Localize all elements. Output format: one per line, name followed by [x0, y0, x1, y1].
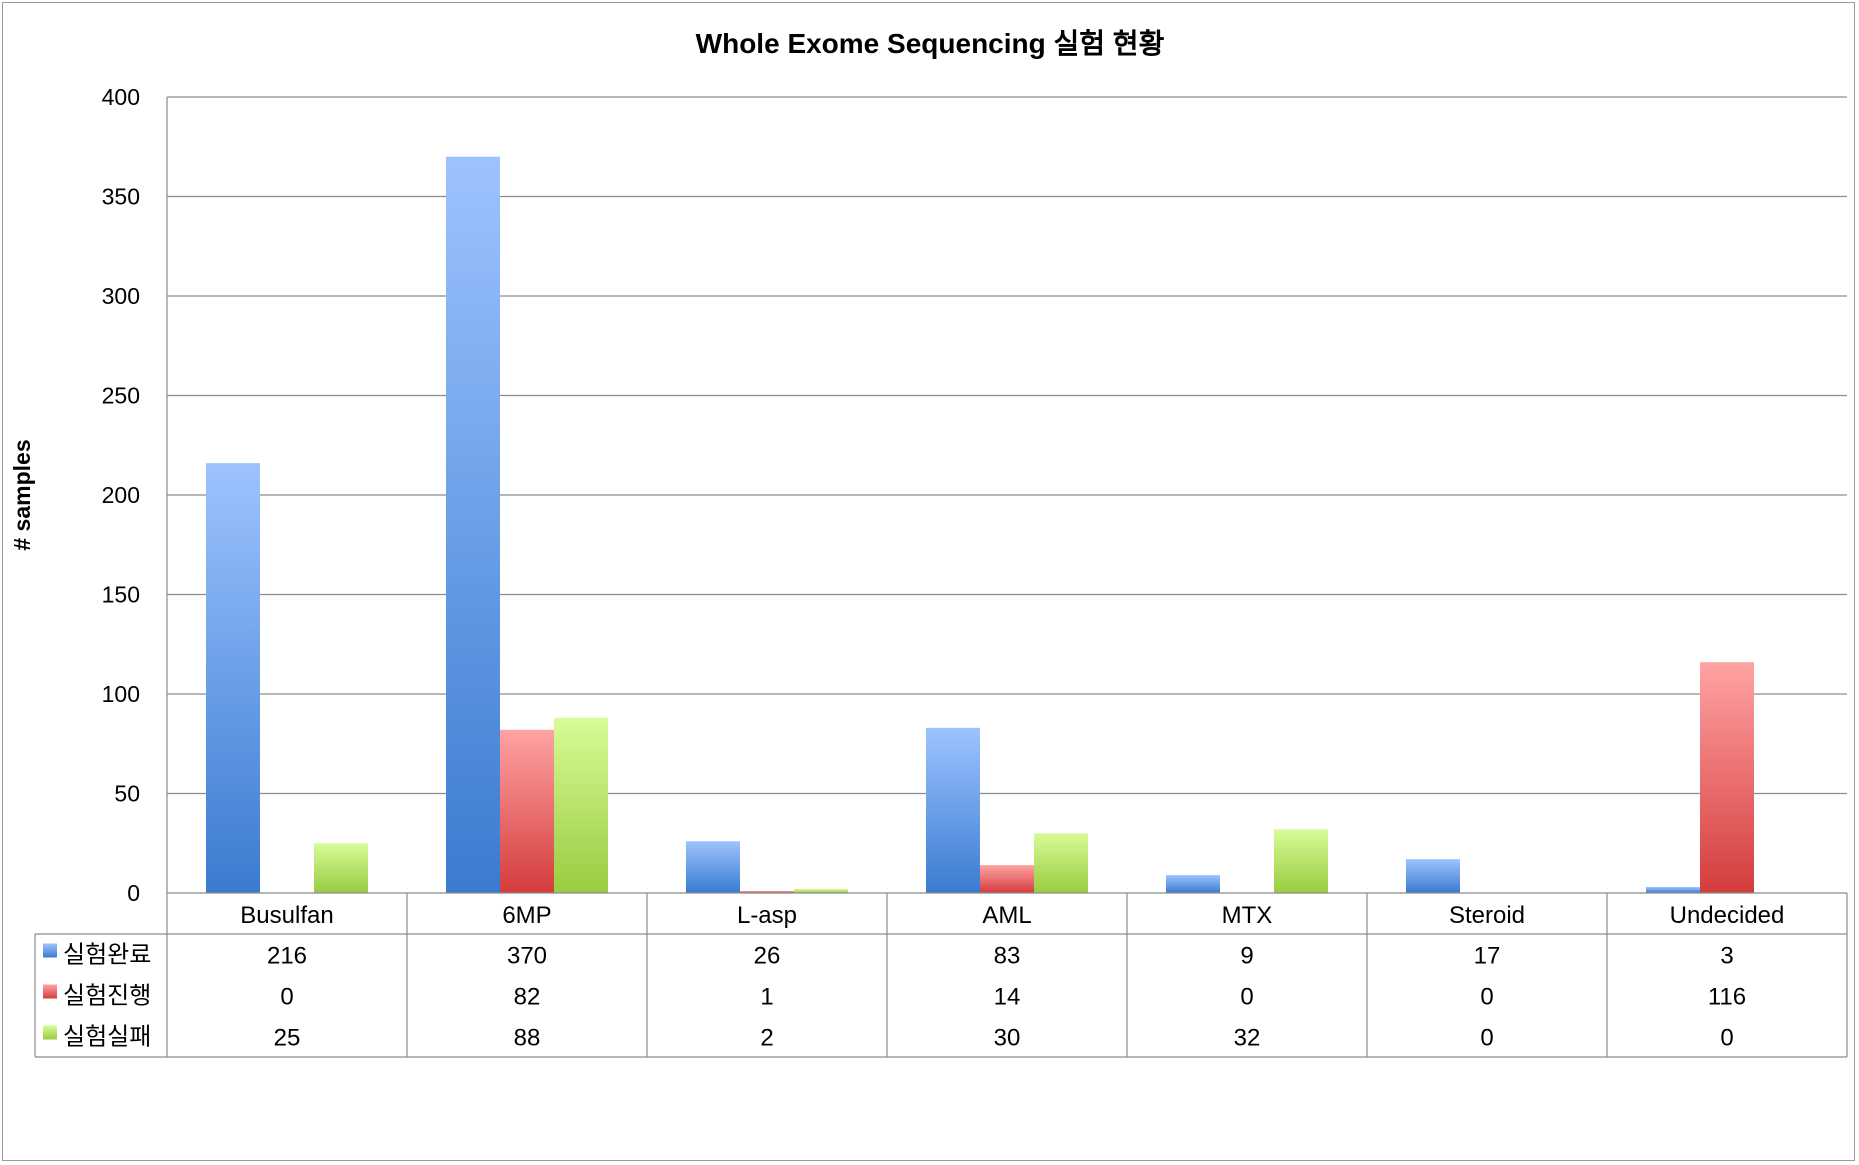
y-tick-label: 100	[102, 681, 140, 707]
bar-undecided-series-1	[1646, 887, 1700, 893]
data-label: 88	[514, 1025, 541, 1052]
bar-6mp-series-1	[446, 156, 500, 893]
data-label: 370	[507, 943, 547, 970]
bar-mtx-series-3	[1274, 829, 1328, 893]
legend-label: 실험완료	[63, 941, 151, 969]
data-label: 30	[994, 1025, 1021, 1052]
x-tick-label: 6MP	[502, 902, 551, 929]
bar-aml-series-1	[926, 727, 980, 893]
y-tick-label: 350	[102, 184, 140, 210]
bar-steroid-series-1	[1406, 859, 1460, 893]
legend-swatch	[43, 943, 57, 958]
bar-busulfan-series-1	[206, 463, 260, 893]
y-axis-label: # samples	[9, 439, 35, 550]
bar-l-asp-series-3	[794, 889, 848, 893]
y-axis-ticks: 0 50 100 150 200 250 300 350 400	[102, 84, 140, 906]
data-label: 83	[994, 943, 1021, 970]
y-tick-label: 200	[102, 482, 140, 508]
x-tick-label: AML	[982, 902, 1031, 929]
bar-6mp-series-3	[554, 717, 608, 893]
data-label: 2	[760, 1025, 773, 1052]
legend-label: 실험진행	[63, 982, 151, 1010]
y-tick-label: 50	[114, 781, 140, 807]
bars	[206, 156, 1754, 893]
bar-busulfan-series-3	[314, 843, 368, 893]
data-table: Busulfan 6MP L-asp AML MTX Steroid Undecided 실험…	[34, 892, 1848, 1058]
data-label: 216	[267, 943, 307, 970]
data-label: 0	[1720, 1025, 1733, 1052]
data-label: 116	[1708, 984, 1746, 1011]
legend-label: 실험실패	[63, 1023, 151, 1051]
x-tick-label: L-asp	[737, 902, 797, 929]
x-tick-label: Steroid	[1449, 902, 1525, 929]
bar-6mp-series-2	[500, 729, 554, 893]
bar-l-asp-series-1	[686, 841, 740, 893]
y-tick-label: 400	[102, 84, 140, 110]
data-label: 9	[1240, 943, 1253, 970]
data-label: 17	[1474, 943, 1501, 970]
data-label: 0	[1480, 1025, 1493, 1052]
data-label: 14	[994, 984, 1021, 1011]
data-label: 26	[754, 943, 781, 970]
y-tick-label: 0	[127, 880, 140, 906]
bar-l-asp-series-2	[740, 891, 794, 893]
gridlines	[166, 96, 1847, 893]
bar-aml-series-3	[1034, 833, 1088, 893]
chart-title: Whole Exome Sequencing 실험 현황	[696, 28, 1165, 59]
data-label: 0	[1240, 984, 1253, 1011]
data-label: 82	[514, 984, 541, 1011]
data-label: 1	[760, 984, 773, 1011]
x-tick-label: Undecided	[1670, 902, 1785, 929]
legend-swatch	[43, 984, 57, 999]
x-tick-label: Busulfan	[240, 902, 333, 929]
bar-aml-series-2	[980, 865, 1034, 893]
data-label: 3	[1720, 943, 1733, 970]
y-tick-label: 250	[102, 383, 140, 409]
data-label: 0	[280, 984, 293, 1011]
legend-swatch	[43, 1025, 57, 1040]
data-label: 32	[1234, 1025, 1261, 1052]
bar-undecided-series-2	[1700, 662, 1754, 893]
x-tick-label: MTX	[1222, 902, 1273, 929]
bar-mtx-series-1	[1166, 875, 1220, 893]
y-tick-label: 150	[102, 582, 140, 608]
data-label: 25	[274, 1025, 301, 1052]
data-label: 0	[1480, 984, 1493, 1011]
y-tick-label: 300	[102, 283, 140, 309]
